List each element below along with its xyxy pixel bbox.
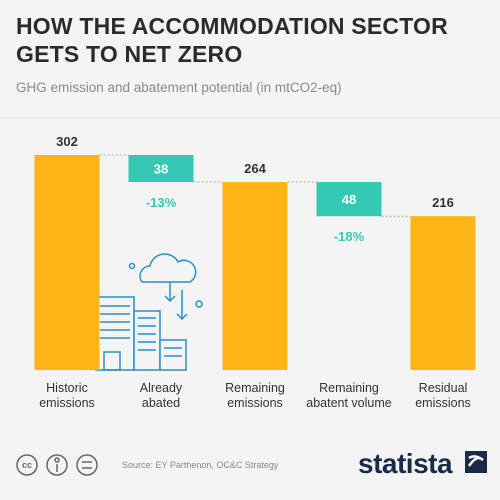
x-tick-label: Remaining abatent volume: [306, 381, 392, 410]
x-tick-label: Residual emissions: [415, 381, 471, 410]
x-tick-label: Already abated: [139, 381, 183, 410]
bar: [128, 154, 194, 183]
logo-mark: [465, 451, 487, 473]
bar: [34, 154, 100, 370]
cc-icon: cc: [22, 460, 32, 470]
bar: [316, 182, 382, 217]
value-label: 48: [342, 192, 356, 207]
bar: [410, 216, 476, 370]
logo-wave: [467, 455, 484, 467]
percent-label: -18%: [334, 229, 365, 244]
x-tick-label: Remaining emissions: [225, 381, 285, 410]
value-label: 302: [56, 134, 78, 149]
bar: [222, 182, 288, 370]
x-tick-label: Historic emissions: [39, 381, 95, 410]
license-icons: [16, 454, 98, 476]
chart-title: HOW THE ACCOMMODATION SECTOR GETS TO NET…: [16, 13, 448, 67]
chart-subtitle: GHG emission and abatement potential (in…: [16, 80, 342, 95]
value-label: 38: [154, 162, 168, 177]
value-label: 264: [244, 161, 266, 176]
building-illustration: [95, 253, 203, 371]
brand: statista: [358, 448, 453, 479]
percent-label: -13%: [146, 195, 177, 210]
value-label: 216: [432, 195, 454, 210]
source: Source: EY Parthenon, OC&C Strategy: [122, 460, 279, 470]
